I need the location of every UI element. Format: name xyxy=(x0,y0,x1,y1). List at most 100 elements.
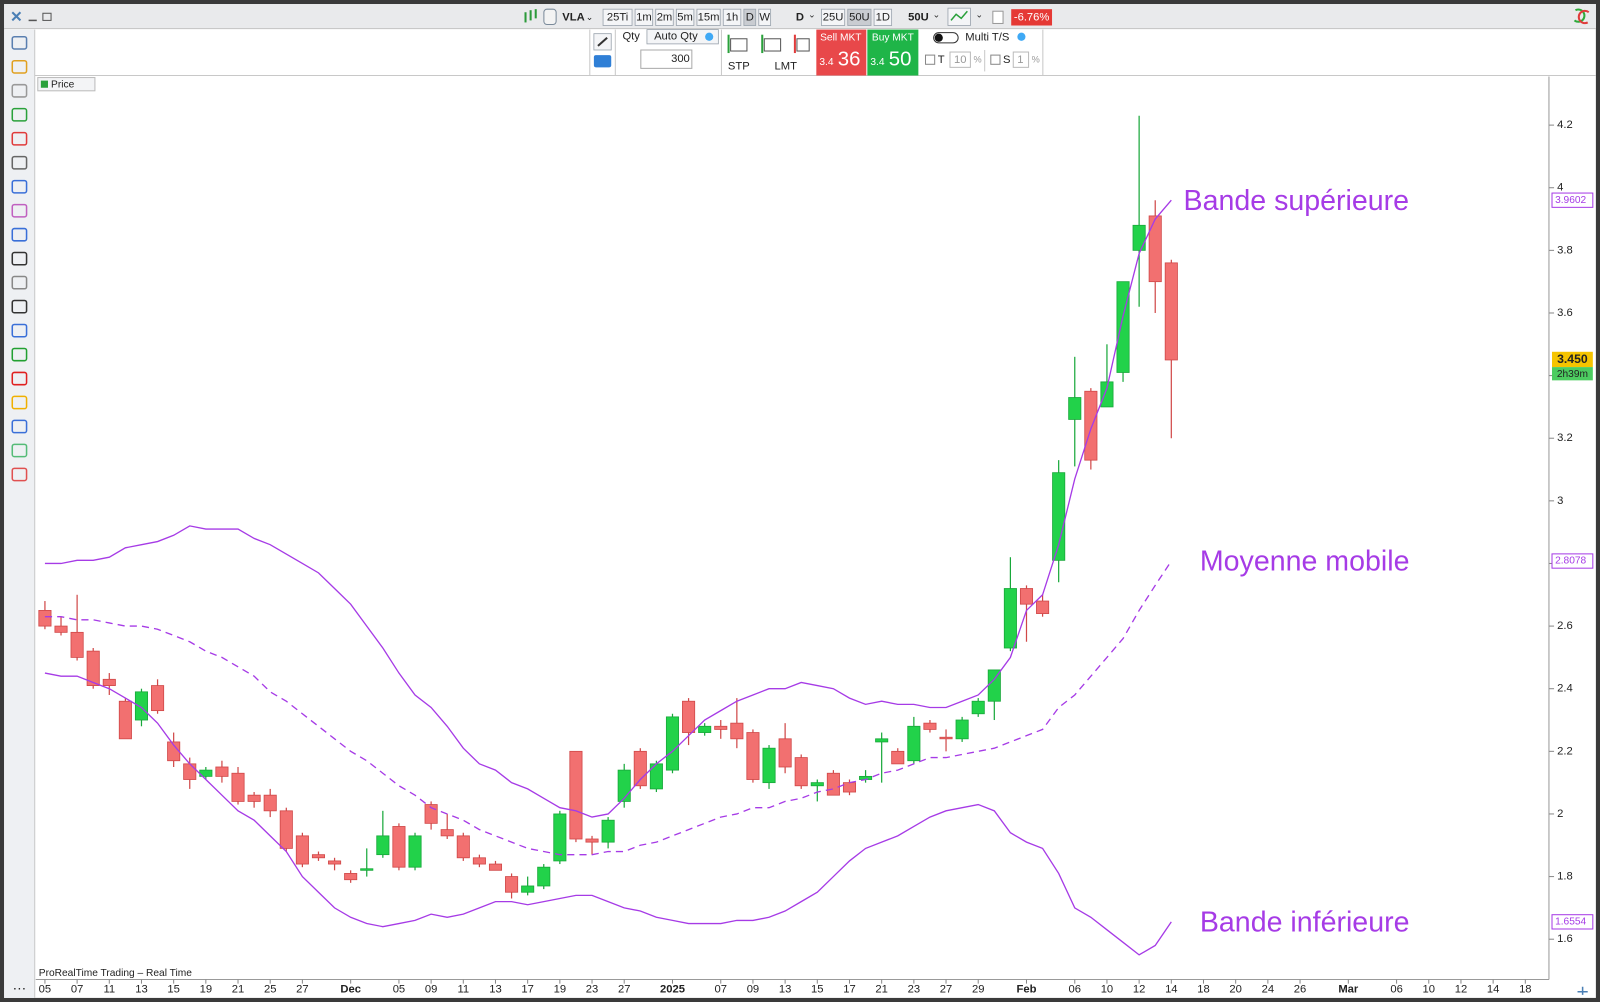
more-icon[interactable]: … xyxy=(12,977,26,993)
restore-icon[interactable] xyxy=(42,12,52,21)
info-button[interactable] xyxy=(992,10,1004,24)
sell-price-head[interactable]: 3.4 xyxy=(819,57,833,68)
buy-price-tail[interactable]: 50 xyxy=(889,49,912,71)
toolbar-button[interactable] xyxy=(758,8,772,26)
target-input[interactable] xyxy=(949,51,971,68)
candle-body xyxy=(1068,397,1082,420)
x-tick-label: 10 xyxy=(1101,984,1113,996)
toolbar-button-label[interactable]: 25Ti xyxy=(607,11,628,23)
x-tick-label: 14 xyxy=(1487,984,1499,996)
legend-icon xyxy=(40,80,48,88)
stop-checkbox[interactable] xyxy=(990,54,1001,65)
target-checkbox[interactable] xyxy=(924,54,936,65)
band-annotation: Moyenne mobile xyxy=(1200,546,1410,578)
tool-icon[interactable] xyxy=(11,83,28,98)
chart-type-icon[interactable] xyxy=(524,9,537,23)
tool-icon[interactable] xyxy=(11,59,28,74)
candle-body xyxy=(1036,600,1050,614)
toolbar-button-label[interactable]: 50U xyxy=(849,11,870,23)
dropdown-caret[interactable]: ⌄ xyxy=(586,12,594,22)
toolbar-button[interactable] xyxy=(602,8,633,26)
tool-icon[interactable] xyxy=(11,179,28,194)
keyboard-button[interactable] xyxy=(593,55,612,68)
x-tick-label: 11 xyxy=(103,984,115,996)
sell-price-tail[interactable]: 36 xyxy=(838,49,861,71)
auto-qty[interactable]: Auto Qty xyxy=(654,31,698,43)
tool-icon[interactable] xyxy=(11,299,28,314)
tool-icon[interactable] xyxy=(11,107,28,122)
period[interactable]: D xyxy=(796,11,804,23)
x-tick-label: Mar xyxy=(1338,984,1359,996)
dropdown-caret[interactable]: ⌄ xyxy=(933,10,941,20)
toolbar-button[interactable] xyxy=(743,8,757,26)
toolbar-button-label[interactable]: 1m xyxy=(636,11,652,23)
symbol[interactable]: VLA xyxy=(562,11,584,23)
tool-icon[interactable] xyxy=(11,419,28,434)
sync-icon[interactable] xyxy=(1573,8,1586,23)
toolbar-button-label[interactable]: D xyxy=(746,11,754,23)
candle-body xyxy=(231,772,245,802)
stop-loss-input[interactable] xyxy=(1012,51,1030,68)
toolbar-button[interactable] xyxy=(722,8,742,26)
stop-order-icon[interactable] xyxy=(727,34,748,54)
tool-icon[interactable] xyxy=(11,347,28,362)
dropdown-caret[interactable]: ⌄ xyxy=(808,10,816,20)
toolbar-button[interactable] xyxy=(675,8,695,26)
toolbar-button[interactable] xyxy=(696,8,721,26)
tool-icon[interactable] xyxy=(11,467,28,482)
help-icon[interactable] xyxy=(1017,32,1026,41)
buy-label[interactable]: Buy MKT xyxy=(872,32,914,43)
sell-button[interactable] xyxy=(816,29,867,76)
tool-icon[interactable] xyxy=(11,323,28,338)
toolbar-button[interactable] xyxy=(655,8,674,26)
toolbar-button-label[interactable]: 1D xyxy=(876,11,890,23)
toolbar-button[interactable] xyxy=(634,8,654,26)
toolbar-button[interactable] xyxy=(873,8,893,26)
tool-icon[interactable] xyxy=(11,251,28,266)
candle-body xyxy=(939,736,953,740)
stop-label[interactable]: STP xyxy=(728,60,750,72)
toolbar-button[interactable] xyxy=(847,8,872,26)
target-value[interactable]: 10 xyxy=(954,54,966,66)
close-icon[interactable] xyxy=(11,11,22,22)
limit-label[interactable]: LMT xyxy=(774,60,797,72)
toolbar-button-label[interactable]: W xyxy=(759,11,770,23)
multi-ts[interactable]: Multi T/S xyxy=(965,32,1009,44)
icon-part xyxy=(796,38,810,52)
link-icon[interactable] xyxy=(543,8,557,25)
tool-icon[interactable] xyxy=(11,203,28,218)
tool-icon[interactable] xyxy=(11,155,28,170)
candle-body xyxy=(891,750,905,765)
legend-label[interactable]: Price xyxy=(51,79,75,90)
toolbar-button[interactable] xyxy=(821,8,846,26)
qty[interactable]: 300 xyxy=(671,53,690,65)
band-value: 1.6554 xyxy=(1555,917,1586,928)
tool-icon[interactable] xyxy=(11,131,28,146)
tool-icon[interactable] xyxy=(11,227,28,242)
toolbar-button-label[interactable]: 15m xyxy=(698,11,720,23)
auto-qty-button[interactable] xyxy=(646,29,719,45)
legend-box[interactable] xyxy=(37,77,96,92)
x-tick-label: 12 xyxy=(1133,984,1145,996)
buy-price-head[interactable]: 3.4 xyxy=(870,57,884,68)
toolbar-button-label[interactable]: 5m xyxy=(677,11,693,23)
tool-icon[interactable] xyxy=(11,35,28,50)
sell-label[interactable]: Sell MKT xyxy=(820,32,861,43)
stop-loss-value[interactable]: 1 xyxy=(1017,54,1023,66)
help-icon[interactable] xyxy=(705,32,714,41)
toolbar-button-label[interactable]: 25U xyxy=(823,11,844,23)
limit-order-icon[interactable] xyxy=(761,34,810,54)
tool-icon[interactable] xyxy=(11,395,28,410)
scroll-icon[interactable] xyxy=(1577,986,1588,995)
tool-icon[interactable] xyxy=(11,371,28,386)
dropdown-caret[interactable]: ⌄ xyxy=(976,10,984,20)
toolbar-button-label[interactable]: 2m xyxy=(657,11,673,23)
sync-icon-2[interactable] xyxy=(1577,9,1590,25)
tool-icon[interactable] xyxy=(11,443,28,458)
tool-icon[interactable] xyxy=(11,275,28,290)
buy-button[interactable] xyxy=(867,29,919,76)
window-controls[interactable] xyxy=(11,11,52,22)
unit[interactable]: 50U xyxy=(908,11,929,23)
toolbar-button-label[interactable]: 1h xyxy=(726,11,738,23)
qty-input[interactable] xyxy=(640,49,693,69)
